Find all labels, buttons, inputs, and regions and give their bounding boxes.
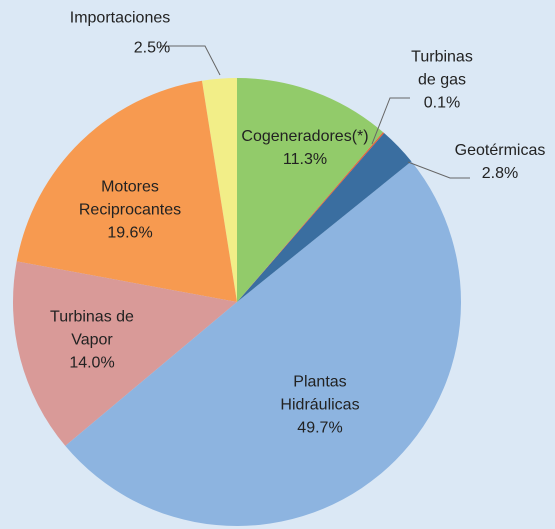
pie-slice [237, 132, 385, 302]
slice-label: Turbinas de Vapor 14.0% [50, 306, 134, 375]
pie-slice [16, 80, 237, 302]
category-label: Turbinas de Vapor [50, 308, 134, 349]
slice-label: Motores Reciprocantes 19.6% [79, 176, 181, 245]
category-label: Motores Reciprocantes [78, 178, 182, 219]
pie-slice [13, 261, 238, 446]
value-label: 0.1% [423, 94, 461, 112]
slice-label: Plantas Hidráulicas 49.7% [280, 371, 359, 440]
category-label: Turbinas de gas [411, 48, 473, 89]
slice-label: Turbinas de gas 0.1% [411, 46, 473, 115]
value-label: 2.8% [481, 165, 519, 182]
value-label: 14.0% [69, 354, 115, 372]
value-label: 19.6% [107, 224, 153, 242]
value-label: 49.7% [297, 419, 343, 437]
slice-label: Importaciones 2.5% [70, 7, 171, 60]
category-label: Importaciones [69, 9, 171, 27]
leader-line [407, 161, 470, 179]
leader-line [160, 45, 221, 76]
pie-slice [65, 161, 462, 527]
slice-label: Geotérmicas 2.8% [455, 139, 546, 185]
category-label: Cogeneradores(*) [241, 128, 369, 145]
value-label: 2.5% [133, 39, 171, 57]
value-label: 11.3% [282, 151, 328, 168]
pie-slice [237, 133, 412, 302]
category-label: Geotérmicas [454, 142, 546, 159]
pie-slice [201, 78, 237, 302]
pie-slice [237, 78, 384, 302]
slice-label: Cogeneradores(*) 11.3% [241, 125, 368, 171]
leader-line [371, 97, 410, 145]
category-label: Plantas Hidráulicas [280, 373, 360, 414]
